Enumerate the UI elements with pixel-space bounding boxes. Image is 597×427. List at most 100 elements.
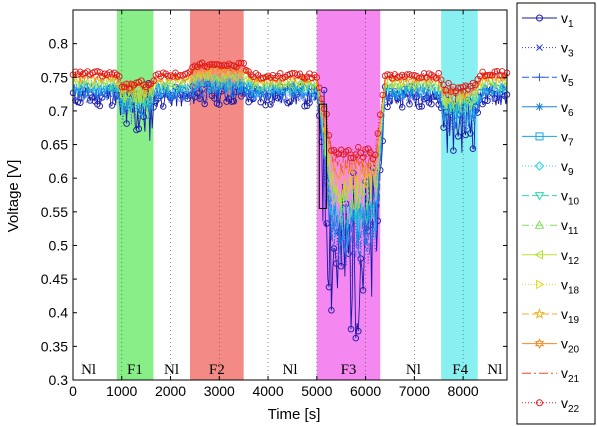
- legend-marker: [534, 220, 545, 229]
- series-marker: [318, 95, 325, 103]
- series-marker: [235, 59, 243, 67]
- y-axis-label: Voltage [V]: [5, 160, 22, 233]
- region-label: F1: [127, 362, 143, 378]
- region-labels: Nl F1 Nl F2 Nl F3 Nl F4 Nl: [81, 362, 502, 378]
- series-marker: [357, 255, 364, 262]
- series-marker: [301, 102, 308, 110]
- series-marker: [211, 61, 218, 69]
- region-label: F3: [341, 362, 357, 378]
- series-marker: [372, 151, 379, 159]
- series-marker: [135, 125, 143, 133]
- legend-label-subscript: 5: [568, 78, 574, 89]
- x-tick-label: 4000: [252, 383, 283, 399]
- series-marker: [352, 334, 360, 342]
- series-marker: [306, 99, 313, 106]
- plot-series: [69, 59, 511, 342]
- legend-marker: [534, 192, 545, 201]
- legend-marker: [536, 103, 543, 111]
- legend-label-subscript: 12: [568, 256, 580, 267]
- series-marker: [406, 100, 413, 108]
- series-marker: [379, 91, 386, 99]
- series-v20: [72, 64, 508, 179]
- series-marker: [96, 102, 104, 110]
- series-marker: [194, 89, 201, 97]
- legend-label-subscript: 10: [568, 197, 580, 208]
- legend-label-subscript: 7: [568, 137, 574, 148]
- series-marker: [472, 81, 479, 89]
- y-tick-label: 0.45: [41, 271, 68, 287]
- x-tick-label: 1000: [106, 383, 137, 399]
- series-marker: [316, 84, 323, 91]
- x-tick-label: 5000: [301, 383, 332, 399]
- series-marker: [398, 104, 406, 111]
- series-marker: [408, 72, 416, 79]
- series-marker: [359, 153, 367, 161]
- series-marker: [164, 72, 172, 80]
- axes-frame: [72, 9, 508, 381]
- series-marker: [355, 327, 362, 335]
- x-axis-label: Time [s]: [268, 406, 321, 423]
- series-marker: [374, 130, 382, 137]
- legend-marker: [534, 161, 545, 171]
- region-label: Nl: [283, 362, 298, 378]
- series-marker: [77, 99, 84, 106]
- series-marker: [440, 124, 447, 131]
- legend-marker: [533, 308, 546, 319]
- series-marker: [216, 101, 223, 108]
- legend-label-subscript: 21: [568, 374, 580, 385]
- series-marker: [108, 102, 116, 109]
- region-label: Nl: [406, 362, 421, 378]
- region-label: F2: [209, 362, 225, 378]
- legend-label-subscript: 1: [568, 19, 574, 30]
- x-tick-label: 2000: [155, 383, 186, 399]
- series-marker: [201, 100, 208, 108]
- legend-label-subscript: 22: [568, 404, 580, 415]
- legend-label-subscript: 19: [568, 315, 580, 326]
- region-label: Nl: [487, 362, 502, 378]
- series-marker: [116, 73, 123, 80]
- legend-label-subscript: 9: [568, 167, 574, 178]
- series-marker: [237, 59, 245, 67]
- series-marker: [262, 101, 269, 109]
- series-marker: [347, 154, 355, 162]
- region-f4: [441, 10, 478, 380]
- series-v22-markers: [69, 59, 511, 163]
- series-marker: [345, 147, 352, 154]
- series-marker: [481, 72, 489, 79]
- x-tick-label: 3000: [204, 383, 235, 399]
- series-marker: [245, 98, 252, 106]
- series-marker: [294, 91, 301, 98]
- series-marker: [403, 71, 411, 78]
- y-tick-label: 0.55: [41, 204, 68, 220]
- y-tick-label: 0.65: [41, 137, 68, 153]
- series-marker: [313, 74, 321, 81]
- series-marker: [228, 98, 235, 105]
- series-marker: [445, 79, 452, 87]
- series-marker: [123, 120, 130, 127]
- region-f1: [116, 10, 154, 380]
- series-marker: [240, 60, 247, 67]
- fault-regions: [116, 10, 478, 380]
- y-tick-label: 0.6: [49, 170, 69, 186]
- x-tick-label: 6000: [350, 383, 381, 399]
- series-marker: [230, 98, 238, 105]
- legend-label-subscript: 3: [568, 49, 574, 60]
- legend-box: [516, 2, 596, 425]
- legend-marker: [536, 14, 543, 22]
- series-marker: [415, 103, 423, 110]
- series-marker: [328, 307, 335, 314]
- series-v9: [72, 75, 508, 237]
- legend-marker: [534, 249, 543, 260]
- series-marker: [276, 70, 284, 77]
- y-tick-label: 0.4: [49, 305, 69, 321]
- legend-label-subscript: 18: [568, 285, 580, 296]
- series-marker: [469, 145, 477, 152]
- legend-label-subscript: 11: [568, 226, 579, 237]
- series-marker: [286, 98, 294, 105]
- region-label: Nl: [81, 362, 96, 378]
- series-marker: [486, 71, 494, 79]
- series-marker: [267, 101, 274, 108]
- series-marker: [491, 68, 499, 75]
- y-tick-label: 0.7: [49, 103, 69, 119]
